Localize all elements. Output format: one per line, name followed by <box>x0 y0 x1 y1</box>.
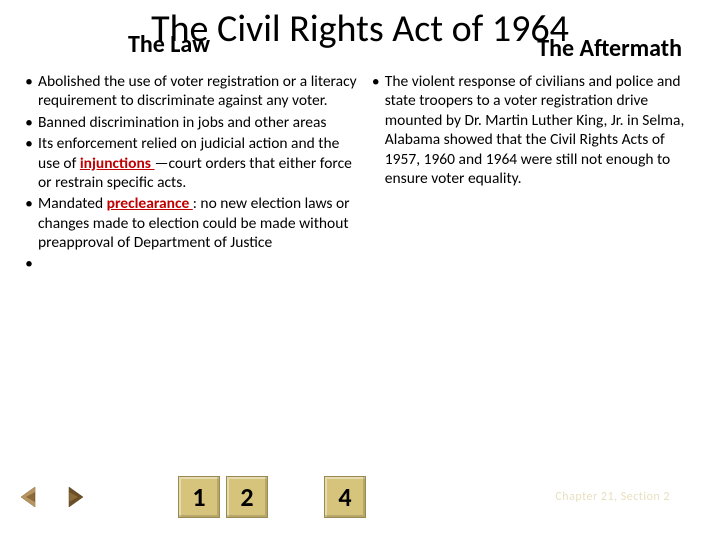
section-button-1[interactable]: 1 <box>178 476 220 518</box>
list-item: • Banned discrimination in jobs and othe… <box>20 113 361 132</box>
section-buttons: 1 2 4 <box>178 476 366 518</box>
nav-bar: 1 2 4 <box>20 476 366 518</box>
arrow-left-icon <box>21 485 49 509</box>
bullet-text: Mandated preclearance : no new election … <box>38 194 361 252</box>
bullet-dot: • <box>20 134 38 192</box>
bullet-dot: • <box>20 254 38 273</box>
list-item: • The violent response of civilians and … <box>367 72 700 188</box>
list-item: • <box>20 254 361 273</box>
section-gap <box>274 476 318 518</box>
term-preclearance: preclearance <box>107 194 193 213</box>
next-button[interactable] <box>54 484 84 510</box>
law-list: • Abolished the use of voter registratio… <box>20 72 361 274</box>
section-button-4[interactable]: 4 <box>324 476 366 518</box>
term-injunctions: injunctions <box>80 154 155 173</box>
footer-label: Chapter 21, Section 2 <box>555 490 670 504</box>
arrow-right-icon <box>55 485 83 509</box>
bullet-text: Its enforcement relied on judicial actio… <box>38 134 361 192</box>
subtitle-law: The Law <box>128 30 210 59</box>
column-aftermath: • The violent response of civilians and … <box>367 72 700 276</box>
bullet-text: Abolished the use of voter registration … <box>38 72 361 111</box>
prev-button[interactable] <box>20 484 50 510</box>
list-item: • Abolished the use of voter registratio… <box>20 72 361 111</box>
bullet-text: Banned discrimination in jobs and other … <box>38 113 361 132</box>
list-item: • Its enforcement relied on judicial act… <box>20 134 361 192</box>
bullet-text: The violent response of civilians and po… <box>385 72 700 188</box>
bullet-text <box>38 254 361 273</box>
content-columns: • Abolished the use of voter registratio… <box>20 72 700 276</box>
bullet-dot: • <box>20 113 38 132</box>
list-item: • Mandated preclearance : no new electio… <box>20 194 361 252</box>
bullet-dot: • <box>20 194 38 252</box>
section-button-2[interactable]: 2 <box>226 476 268 518</box>
column-law: • Abolished the use of voter registratio… <box>20 72 367 276</box>
subtitle-aftermath: The Aftermath <box>537 34 682 63</box>
slide-container: The Civil Rights Act of 1964 The Law The… <box>0 0 720 540</box>
bullet-dot: • <box>367 72 385 188</box>
aftermath-list: • The violent response of civilians and … <box>367 72 700 188</box>
bullet-dot: • <box>20 72 38 111</box>
